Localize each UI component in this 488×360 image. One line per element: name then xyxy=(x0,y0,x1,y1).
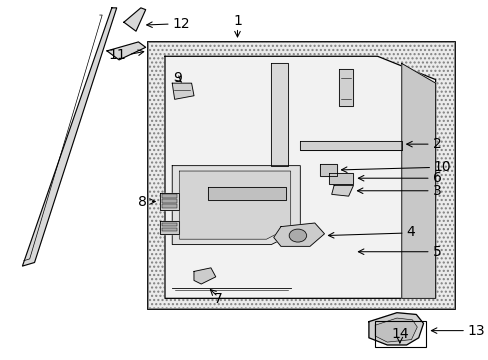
Polygon shape xyxy=(273,223,324,246)
Text: 11: 11 xyxy=(108,48,126,62)
Polygon shape xyxy=(22,8,117,266)
Text: 3: 3 xyxy=(432,184,441,198)
Bar xyxy=(148,42,454,309)
Text: 5: 5 xyxy=(432,245,441,259)
Bar xyxy=(148,42,454,309)
Polygon shape xyxy=(338,69,353,107)
Polygon shape xyxy=(331,185,353,196)
Text: 6: 6 xyxy=(432,171,441,185)
Circle shape xyxy=(288,229,306,242)
Bar xyxy=(162,223,176,226)
Polygon shape xyxy=(160,221,179,234)
Text: 8: 8 xyxy=(138,194,147,208)
Polygon shape xyxy=(172,83,194,99)
Polygon shape xyxy=(107,42,145,60)
Bar xyxy=(162,204,176,208)
Bar xyxy=(374,320,425,347)
Bar xyxy=(162,228,176,231)
Polygon shape xyxy=(160,193,179,211)
Text: 14: 14 xyxy=(390,327,408,341)
Polygon shape xyxy=(401,63,435,298)
Polygon shape xyxy=(374,318,416,342)
Polygon shape xyxy=(164,56,435,298)
Text: 9: 9 xyxy=(173,71,182,85)
Text: 2: 2 xyxy=(432,137,441,151)
Polygon shape xyxy=(319,164,336,176)
Polygon shape xyxy=(172,166,300,244)
Polygon shape xyxy=(300,140,401,149)
Polygon shape xyxy=(123,8,145,31)
Text: 13: 13 xyxy=(466,324,484,338)
Bar xyxy=(162,194,176,198)
Text: 10: 10 xyxy=(432,160,450,174)
Text: 4: 4 xyxy=(406,225,414,239)
Text: 12: 12 xyxy=(172,17,189,31)
Bar xyxy=(162,199,176,203)
Polygon shape xyxy=(208,187,285,200)
Text: 7: 7 xyxy=(213,292,222,306)
Polygon shape xyxy=(179,171,290,239)
Polygon shape xyxy=(368,313,423,345)
Polygon shape xyxy=(328,173,353,184)
Polygon shape xyxy=(271,63,287,166)
Text: 1: 1 xyxy=(233,14,242,28)
Polygon shape xyxy=(194,268,215,284)
